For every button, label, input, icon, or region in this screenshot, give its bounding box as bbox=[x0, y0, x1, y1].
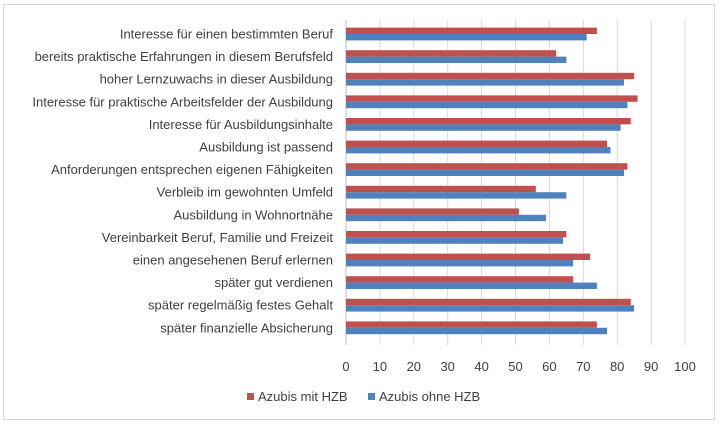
bar-ohne-hzb bbox=[346, 214, 547, 222]
bar-ohne-hzb bbox=[346, 305, 635, 312]
category-label: einen angesehenen Beruf erlernen bbox=[133, 253, 333, 268]
bar-ohne-hzb bbox=[346, 34, 587, 41]
bar-ohne-hzb bbox=[346, 169, 624, 176]
category-label: Ausbildung ist passend bbox=[199, 140, 333, 155]
category-label: später gut verdienen bbox=[214, 275, 333, 290]
x-tick-label: 70 bbox=[576, 359, 590, 374]
legend: Azubis mit HZB Azubis ohne HZB bbox=[247, 389, 480, 404]
x-tick-labels: 0 10 20 30 40 50 60 70 80 90 100 bbox=[342, 359, 695, 374]
bar-mit-hzb bbox=[346, 72, 635, 80]
bar-ohne-hzb bbox=[346, 282, 597, 289]
x-tick-label: 40 bbox=[474, 359, 488, 374]
gridlines bbox=[345, 20, 686, 345]
category-label: Verbleib im gewohnten Umfeld bbox=[157, 185, 333, 200]
bar-ohne-hzb bbox=[346, 237, 563, 244]
legend-label: Azubis mit HZB bbox=[258, 389, 348, 404]
x-tick-label: 10 bbox=[373, 359, 387, 374]
x-tick-label: 90 bbox=[644, 359, 658, 374]
category-label: hoher Lernzuwachs in dieser Ausbildung bbox=[100, 72, 333, 87]
category-label: Ausbildung in Wohnortnähe bbox=[174, 207, 334, 222]
bar-mit-hzb bbox=[346, 95, 638, 102]
bar-ohne-hzb bbox=[346, 327, 608, 335]
bar-mit-hzb bbox=[346, 276, 574, 283]
x-tick-label: 30 bbox=[440, 359, 454, 374]
bar-mit-hzb bbox=[346, 208, 519, 215]
bar-mit-hzb bbox=[346, 298, 631, 306]
bar-ohne-hzb bbox=[346, 101, 628, 109]
bar-mit-hzb bbox=[346, 163, 628, 170]
bar-mit-hzb bbox=[346, 50, 557, 57]
bar-ohne-hzb bbox=[346, 147, 611, 154]
bar-mit-hzb bbox=[346, 231, 567, 238]
bar-mit-hzb bbox=[346, 253, 591, 260]
x-tick-label: 80 bbox=[610, 359, 624, 374]
legend-swatch bbox=[368, 393, 375, 400]
category-label: Interesse für Ausbildungsinhalte bbox=[149, 117, 333, 132]
legend-label: Azubis ohne HZB bbox=[379, 389, 480, 404]
bar-ohne-hzb bbox=[346, 124, 621, 131]
x-tick-label: 0 bbox=[342, 359, 349, 374]
bar-mit-hzb bbox=[346, 140, 608, 147]
bar-ohne-hzb bbox=[346, 79, 624, 86]
bar-mit-hzb bbox=[346, 185, 536, 193]
category-label: später finanzielle Absicherung bbox=[160, 320, 333, 335]
bar-ohne-hzb bbox=[346, 260, 574, 267]
category-label: bereits praktische Erfahrungen in diesem… bbox=[35, 49, 333, 64]
bar-mit-hzb bbox=[346, 118, 631, 125]
category-label: Anforderungen entsprechen eigenen Fähigk… bbox=[51, 162, 333, 177]
bar-mit-hzb bbox=[346, 27, 597, 34]
x-tick-label: 50 bbox=[508, 359, 522, 374]
bar-ohne-hzb bbox=[346, 56, 567, 63]
x-tick-label: 20 bbox=[407, 359, 421, 374]
category-labels: Interesse für einen bestimmten Beruf bere… bbox=[32, 27, 333, 336]
category-label: Vereinbarkeit Beruf, Familie und Freizei… bbox=[102, 230, 334, 245]
bars bbox=[346, 27, 638, 335]
category-label: Interesse für praktische Arbeitsfelder d… bbox=[32, 94, 333, 109]
category-label: später regelmäßig festes Gehalt bbox=[148, 298, 333, 313]
bar-ohne-hzb bbox=[346, 192, 567, 199]
x-tick-label: 100 bbox=[674, 359, 696, 374]
bar-mit-hzb bbox=[346, 321, 597, 328]
legend-swatch bbox=[247, 393, 254, 400]
x-tick-label: 60 bbox=[542, 359, 556, 374]
category-label: Interesse für einen bestimmten Beruf bbox=[120, 27, 334, 42]
